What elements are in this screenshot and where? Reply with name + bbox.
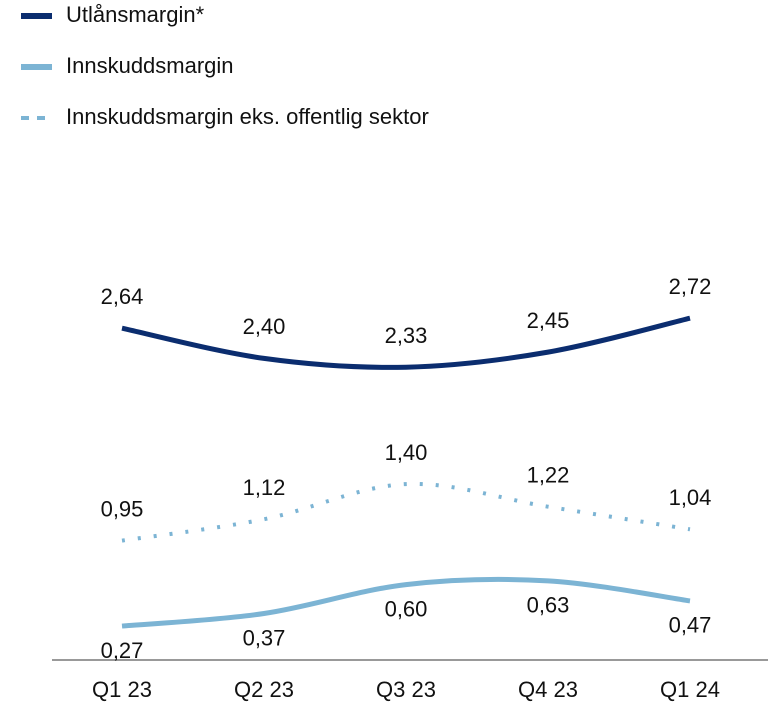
x-tick-label: Q1 24 <box>660 677 720 702</box>
data-label: 2,40 <box>243 314 286 339</box>
legend-label: Innskuddsmargin <box>66 53 234 78</box>
data-label: 0,63 <box>527 593 570 618</box>
data-label: 2,33 <box>385 323 428 348</box>
x-tick-label: Q4 23 <box>518 677 578 702</box>
data-label: 1,40 <box>385 440 428 465</box>
series-line <box>121 481 691 543</box>
data-label: 0,27 <box>101 638 144 663</box>
x-tick-label: Q2 23 <box>234 677 294 702</box>
x-tick-label: Q1 23 <box>92 677 152 702</box>
legend-label: Utlånsmargin* <box>66 2 205 27</box>
x-tick-label: Q3 23 <box>376 677 436 702</box>
series-line <box>121 576 691 629</box>
data-label: 0,47 <box>669 613 712 638</box>
data-label: 2,45 <box>527 308 570 333</box>
data-label: 1,04 <box>669 485 712 510</box>
legend-label: Innskuddsmargin eks. offentlig sektor <box>66 104 429 129</box>
data-label: 1,22 <box>527 462 570 487</box>
series-line <box>121 315 691 370</box>
data-label: 0,37 <box>243 625 286 650</box>
data-label: 2,72 <box>669 274 712 299</box>
data-label: 2,64 <box>101 284 144 309</box>
data-label: 1,12 <box>243 475 286 500</box>
data-label: 0,95 <box>101 496 144 521</box>
data-label: 0,60 <box>385 596 428 621</box>
